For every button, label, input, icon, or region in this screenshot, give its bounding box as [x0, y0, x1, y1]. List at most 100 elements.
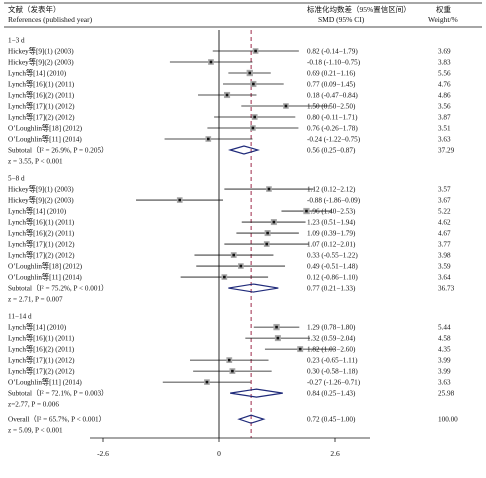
- study-smd-ci: -0.27 (-1.26−0.71): [307, 379, 361, 387]
- study-weight: 3.64: [438, 274, 451, 282]
- study-label: Lynch等[14] (2010): [8, 69, 67, 78]
- study-point-marker: [265, 242, 269, 246]
- overall-smd-ci: 0.72 (0.45−1.00): [307, 416, 356, 424]
- study-smd-ci: 1.23 (0.51−1.94): [307, 219, 356, 227]
- study-weight: 5.56: [438, 70, 451, 78]
- group-label: 1−3 d: [8, 37, 25, 45]
- subtotal-diamond: [228, 283, 279, 293]
- study-point-marker: [206, 137, 210, 141]
- subtotal-label: Subtotal（I² = 75.2%, P < 0.001）: [8, 285, 108, 293]
- header-ref-cn: 文献（发表年）: [8, 4, 61, 14]
- study-label: Lynch等[17](1) (2012): [8, 240, 75, 249]
- header-smd-cn: 标准化均数差（95%置信区间）: [307, 4, 411, 14]
- header-smd-en: SMD (95% CI): [318, 15, 365, 24]
- study-point-marker: [205, 380, 209, 384]
- study-smd-ci: 1.96 (1.40−2.53): [307, 208, 356, 216]
- study-point-marker: [266, 231, 269, 235]
- study-label: Hickey等[9](2) (2003): [8, 196, 74, 205]
- study-smd-ci: 0.33 (-0.55−1.22): [307, 252, 358, 260]
- study-point-marker: [232, 253, 236, 257]
- study-smd-ci: 1.12 (0.12−2.12): [307, 186, 356, 194]
- subtotal-weight: 36.73: [438, 285, 455, 293]
- study-label: O’Loughlin等[11] (2014): [8, 135, 82, 144]
- study-point-marker: [276, 336, 280, 340]
- study-smd-ci: 0.18 (-0.47−0.84): [307, 92, 358, 100]
- study-point-marker: [223, 275, 226, 279]
- study-smd-ci: 1.07 (0.12−2.01): [307, 241, 356, 249]
- study-weight: 3.99: [438, 357, 451, 365]
- study-point-marker: [298, 347, 302, 351]
- subtotal-z-test: z = 2.71, P = 0.007: [8, 296, 63, 304]
- study-label: O’Loughlin等[11] (2014): [8, 273, 82, 282]
- plot-rows: 1−3 d Hickey等[9](1) (2003) 0.82 (-0.14−1.7…: [8, 37, 458, 435]
- study-point-marker: [251, 126, 255, 130]
- study-point-marker: [225, 93, 229, 97]
- study-smd-ci: 0.49 (-0.51−1.48): [307, 263, 358, 271]
- study-point-marker: [248, 71, 252, 75]
- study-label: Lynch等[14] (2010): [8, 323, 67, 332]
- study-weight: 4.86: [438, 92, 451, 100]
- study-weight: 3.56: [438, 103, 451, 111]
- study-point-marker: [209, 60, 213, 64]
- study-point-marker: [284, 104, 288, 108]
- study-smd-ci: 0.76 (-0.26−1.78): [307, 125, 358, 133]
- study-point-marker: [227, 358, 231, 362]
- study-smd-ci: 0.30 (-0.58−1.18): [307, 368, 358, 376]
- study-weight: 3.51: [438, 125, 451, 133]
- study-smd-ci: -0.18 (-1.10−0.75): [307, 59, 361, 67]
- study-weight: 3.99: [438, 368, 451, 376]
- study-weight: 3.69: [438, 48, 451, 56]
- study-weight: 3.77: [438, 241, 451, 249]
- study-smd-ci: 0.12 (-0.86−1.10): [307, 274, 358, 282]
- study-label: O’Loughlin等[18] (2012): [8, 262, 83, 271]
- group-label: 5−8 d: [8, 175, 25, 183]
- subtotal-diamond: [227, 145, 260, 155]
- subtotal-weight: 37.29: [438, 147, 455, 155]
- x-tick-label-left: -2.6: [97, 449, 109, 458]
- study-point-marker: [267, 187, 271, 191]
- study-label: Lynch等[16](2) (2011): [8, 91, 75, 100]
- study-smd-ci: 1.32 (0.59−2.04): [307, 335, 356, 343]
- subtotal-label: Subtotal（I² = 72.1%, P = 0.003）: [8, 390, 108, 398]
- study-smd-ci: 0.77 (0.09−1.45): [307, 81, 356, 89]
- study-weight: 4.58: [438, 335, 451, 343]
- study-weight: 3.98: [438, 252, 451, 260]
- subtotal-z-test: z=2.77, P = 0.006: [8, 401, 59, 409]
- study-smd-ci: -0.88 (-1.86−0.09): [307, 197, 361, 205]
- study-label: Lynch等[16](1) (2011): [8, 218, 75, 227]
- study-smd-ci: 1.50 (0.50−2.50): [307, 103, 356, 111]
- subtotal-smd-ci: 0.56 (0.25−0.87): [307, 147, 356, 155]
- study-point-marker: [253, 115, 256, 119]
- study-weight: 4.76: [438, 81, 451, 89]
- study-smd-ci: 1.82 (1.03−2.60): [307, 346, 356, 354]
- study-point-marker: [305, 209, 308, 213]
- overall-diamond: [237, 414, 266, 424]
- study-smd-ci: 0.80 (-0.11−1.71): [307, 114, 358, 122]
- overall-label: Overall（I² = 65.7%, P < 0.001）: [8, 416, 106, 424]
- subtotal-label: Subtotal（I² = 26.9%, P = 0.205）: [8, 147, 108, 155]
- study-label: Hickey等[9](1) (2003): [8, 185, 74, 194]
- study-smd-ci: -0.24 (-1.22−0.75): [307, 136, 361, 144]
- study-point-marker: [252, 82, 255, 86]
- study-weight: 3.83: [438, 59, 451, 67]
- study-label: O’Loughlin等[18] (2012): [8, 124, 83, 133]
- subtotal-weight: 25.98: [438, 390, 455, 398]
- header-ref-en: References (published year): [8, 15, 93, 24]
- study-point-marker: [254, 49, 257, 53]
- study-weight: 3.87: [438, 114, 451, 122]
- subtotal-diamond: [230, 388, 283, 398]
- study-weight: 3.57: [438, 186, 451, 194]
- study-label: Lynch等[17](2) (2012): [8, 113, 75, 122]
- study-weight: 4.62: [438, 219, 451, 227]
- study-label: Lynch等[16](2) (2011): [8, 229, 75, 238]
- study-smd-ci: 1.09 (0.39−1.79): [307, 230, 356, 238]
- study-label: Lynch等[16](1) (2011): [8, 334, 75, 343]
- subtotal-smd-ci: 0.84 (0.25−1.43): [307, 390, 356, 398]
- study-label: Hickey等[9](2) (2003): [8, 58, 74, 67]
- study-point-marker: [272, 220, 276, 224]
- study-point-marker: [231, 369, 234, 373]
- study-smd-ci: 0.69 (0.21−1.16): [307, 70, 356, 78]
- x-tick-label-right: 2.6: [330, 449, 340, 458]
- study-label: Lynch等[17](1) (2012): [8, 102, 75, 111]
